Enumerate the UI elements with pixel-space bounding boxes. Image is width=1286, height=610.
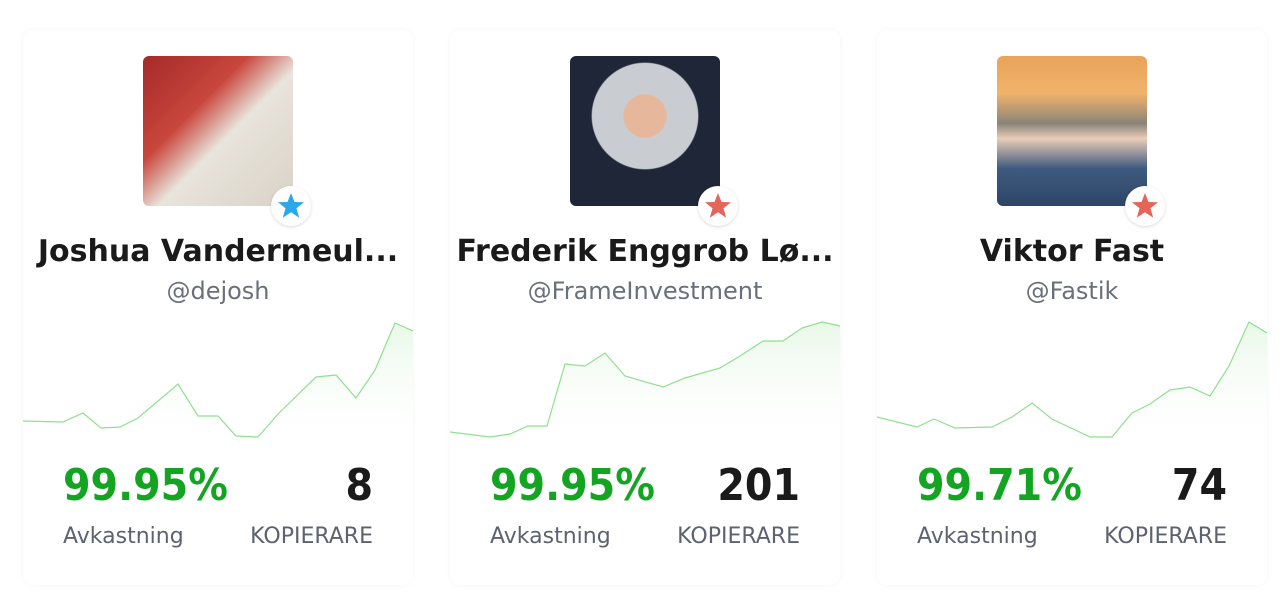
star-badge xyxy=(271,186,311,226)
return-value: 99.95% xyxy=(63,460,228,511)
trader-handle: @FrameInvestment xyxy=(527,277,763,305)
trader-name: Viktor Fast xyxy=(979,234,1165,269)
trader-handle: @dejosh xyxy=(166,277,270,305)
return-label: Avkastning xyxy=(490,524,611,549)
copiers-value: 201 xyxy=(717,460,800,511)
avatar xyxy=(570,56,720,206)
trader-card[interactable]: Viktor Fast @Fastik 99.71% 74 Avkastning… xyxy=(877,30,1267,585)
trader-card[interactable]: Frederik Enggrob Lø... @FrameInvestment … xyxy=(450,30,840,585)
sparkline xyxy=(23,322,413,450)
star-badge xyxy=(698,186,738,226)
trader-card[interactable]: Joshua Vandermeul... @dejosh 99.95% 8 Av… xyxy=(23,30,413,585)
copiers-label: KOPIERARE xyxy=(250,524,373,549)
avatar xyxy=(143,56,293,206)
return-value: 99.71% xyxy=(917,460,1082,511)
avatar xyxy=(997,56,1147,206)
trader-name: Frederik Enggrob Lø... xyxy=(456,234,834,269)
copiers-value: 8 xyxy=(345,460,373,511)
return-value: 99.95% xyxy=(490,460,655,511)
sparkline xyxy=(450,321,840,450)
return-label: Avkastning xyxy=(917,524,1038,549)
trader-name: Joshua Vandermeul... xyxy=(37,234,399,269)
copiers-label: KOPIERARE xyxy=(1104,524,1227,549)
copiers-value: 74 xyxy=(1171,460,1227,511)
return-label: Avkastning xyxy=(63,524,184,549)
copiers-label: KOPIERARE xyxy=(677,524,800,549)
trader-handle: @Fastik xyxy=(1025,277,1119,305)
star-badge xyxy=(1125,186,1165,226)
sparkline xyxy=(877,321,1267,450)
